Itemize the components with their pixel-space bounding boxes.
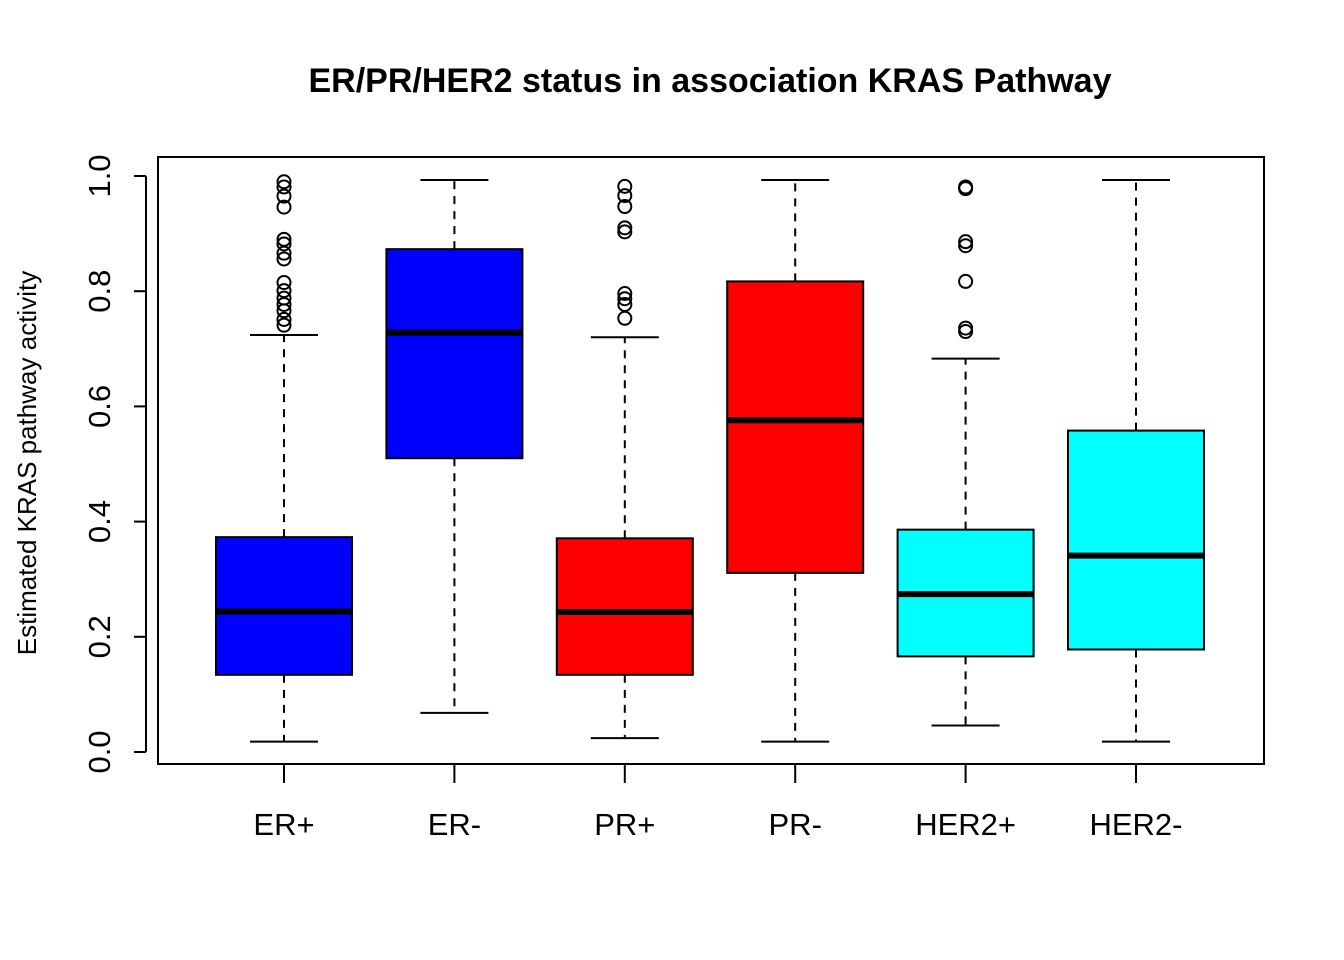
x-tick-label: HER2+ — [915, 807, 1016, 842]
outlier-point — [276, 199, 292, 215]
chart-marks — [215, 174, 1205, 743]
outlier-point — [958, 179, 974, 195]
box-iqr — [726, 280, 865, 574]
outlier-point — [617, 286, 633, 302]
x-tick-label: PR- — [769, 807, 822, 842]
outlier-point — [617, 224, 633, 240]
outlier-point — [617, 220, 633, 236]
y-axis-label: Estimated KRAS pathway activity — [12, 271, 42, 655]
y-tick-label: 0.0 — [82, 730, 117, 773]
outlier-point — [276, 251, 292, 267]
outlier-point — [276, 283, 292, 299]
outlier-point — [276, 311, 292, 327]
box-iqr — [1067, 429, 1205, 651]
outlier-point — [276, 231, 292, 247]
x-tick-label: ER+ — [253, 807, 314, 842]
y-tick-label: 0.4 — [82, 500, 117, 543]
outlier-point — [958, 234, 974, 250]
box-iqr — [555, 537, 694, 676]
outlier-point — [276, 188, 292, 204]
y-axis: 0.0 0.2 0.4 0.6 0.8 1.0 — [82, 154, 147, 774]
outlier-point — [276, 179, 292, 195]
outlier-point — [617, 188, 633, 204]
outlier-point — [617, 296, 633, 312]
outlier-point — [276, 174, 292, 190]
x-axis: ER+ ER- PR+ PR- HER2+ HER2- — [253, 763, 1183, 842]
x-tick-label: PR+ — [594, 807, 655, 842]
outlier-point — [276, 317, 292, 333]
y-tick-label: 1.0 — [82, 154, 117, 197]
box-group-3 — [555, 178, 694, 740]
box-iqr — [215, 536, 353, 676]
box-iqr — [385, 248, 524, 460]
box-group-4 — [726, 179, 865, 743]
box-group-1 — [215, 174, 353, 743]
outlier-point — [617, 291, 633, 307]
outlier-point — [958, 238, 974, 254]
y-tick-label: 0.6 — [82, 385, 117, 428]
outlier-point — [617, 310, 633, 326]
box-group-5 — [896, 179, 1035, 727]
box-group-6 — [1067, 179, 1205, 743]
outlier-point — [958, 320, 974, 336]
y-tick-label: 0.2 — [82, 615, 117, 658]
chart-title: ER/PR/HER2 status in association KRAS Pa… — [309, 62, 1112, 100]
outlier-point — [276, 275, 292, 291]
x-tick-label: ER- — [428, 807, 481, 842]
x-tick-label: HER2- — [1089, 807, 1182, 842]
outlier-point — [617, 199, 633, 215]
outlier-point — [276, 290, 292, 306]
box-group-2 — [385, 179, 524, 714]
outlier-point — [617, 178, 633, 194]
outlier-point — [276, 236, 292, 252]
y-tick-label: 0.8 — [82, 270, 117, 313]
outlier-point — [958, 273, 974, 289]
